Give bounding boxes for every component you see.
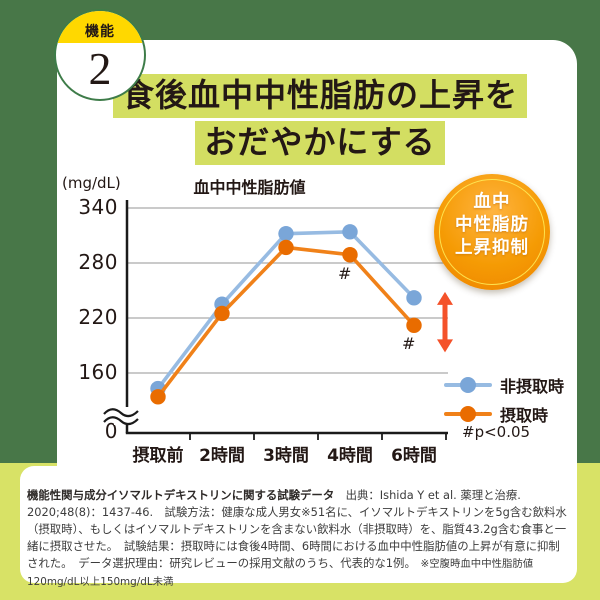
page-title: 食後血中中性脂肪の上昇を おだやかにする [60,74,580,168]
legend-item-nonintake: 非摂取時 [444,370,564,399]
legend-marker-blue-icon [460,376,476,393]
legend-line-blue [444,376,492,393]
y-axis-unit-label: (mg/dL) [62,174,121,192]
chart-title: 血中中性脂肪値 [193,178,306,197]
y-tick-280: 280 [78,250,118,274]
legend-line-orange [444,405,492,422]
legend-label-nonintake: 非摂取時 [500,376,565,396]
legend-marker-orange-icon [460,405,476,422]
x-tick-6h: 6時間 [391,446,437,466]
page-title-line2: おだやかにする [195,121,445,165]
footnote-body: 出典：Ishida Y et al. 薬理と治療. 2020;48(8)：143… [27,488,567,570]
sticker-line2: 中性脂肪 [455,215,529,235]
x-tick-3h: 3時間 [263,446,309,466]
x-tick-before-intake: 摂取前 [132,446,184,466]
legend-label-intake: 摂取時 [500,405,549,425]
y-tick-160: 160 [78,360,118,384]
study-footnote: 機能性関与成分イソマルトデキストリンに関する試験データ 出典：Ishida Y … [27,487,567,591]
y-tick-0: 0 [104,419,118,443]
benefit-sticker: 血中 中性脂肪 上昇抑制 [434,174,550,290]
significance-hash-6h: # [402,334,416,354]
legend-item-intake: 摂取時 [444,399,564,428]
page-title-line1: 食後血中中性脂肪の上昇を [112,74,527,118]
y-tick-220: 220 [78,305,118,329]
chart-legend: 非摂取時 摂取時 [444,370,564,428]
footnote-small-note: ※空腹時血中中性脂肪値120mg/dL以上150mg/dL未満 [27,558,534,588]
significance-hash-4h: # [338,263,352,283]
x-tick-2h: 2時間 [199,446,245,466]
footnote-lead: 機能性関与成分イソマルトデキストリンに関する試験データ [27,488,335,502]
function-number-badge: 機能 2 [54,9,146,101]
y-tick-340: 340 [78,195,118,219]
benefit-sticker-text: 血中 中性脂肪 上昇抑制 [434,174,550,260]
x-tick-4h: 4時間 [327,446,373,466]
sticker-line1: 血中 [473,192,511,212]
sticker-line3: 上昇抑制 [455,238,529,258]
function-badge-number: 2 [88,43,112,94]
p-value-note: #p<0.05 [462,423,531,441]
